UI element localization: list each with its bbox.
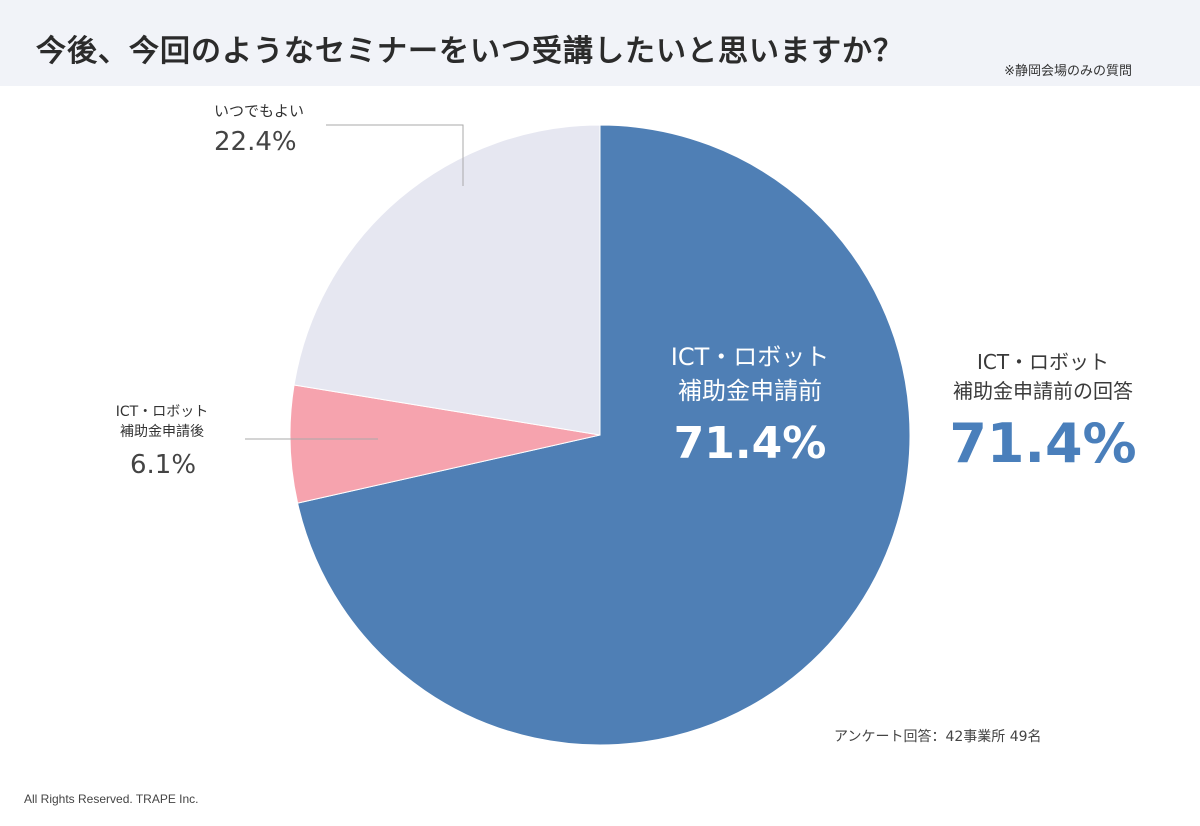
label-after: ICT・ロボット 補助金申請後 bbox=[107, 402, 217, 442]
pie-slice-after bbox=[289, 384, 601, 504]
callout-line1: ICT・ロボット bbox=[976, 350, 1110, 374]
header-band bbox=[0, 0, 1200, 86]
copyright: All Rights Reserved. TRAPE Inc. bbox=[24, 792, 199, 806]
value-after: 6.1% bbox=[130, 450, 197, 480]
value-anytime: 22.4% bbox=[214, 127, 297, 157]
label-before-line2: 補助金申請前 bbox=[678, 377, 822, 405]
label-anytime: いつでもよい bbox=[214, 102, 305, 120]
callout-value: 71.4% bbox=[949, 412, 1137, 475]
label-after-line1: ICT・ロボット bbox=[115, 404, 209, 420]
leader-line-anytime bbox=[326, 124, 464, 186]
header-note: ※静岡会場のみの質問 bbox=[1004, 64, 1132, 79]
label-before: ICT・ロボット 補助金申請前 bbox=[640, 340, 860, 408]
value-before: 71.4% bbox=[673, 418, 827, 469]
pie-slice-anytime bbox=[293, 124, 601, 436]
label-after-line2: 補助金申請後 bbox=[120, 424, 204, 440]
callout-label: ICT・ロボット 補助金申請前の回答 bbox=[918, 348, 1168, 406]
pie-slice-before bbox=[296, 124, 911, 746]
respondents-note: アンケート回答：42事業所 49名 bbox=[834, 729, 1042, 745]
page-title: 今後、今回のようなセミナーをいつ受講したいと思いますか？ bbox=[36, 34, 904, 69]
label-before-line1: ICT・ロボット bbox=[670, 343, 830, 371]
callout-line2: 補助金申請前の回答 bbox=[953, 379, 1133, 403]
